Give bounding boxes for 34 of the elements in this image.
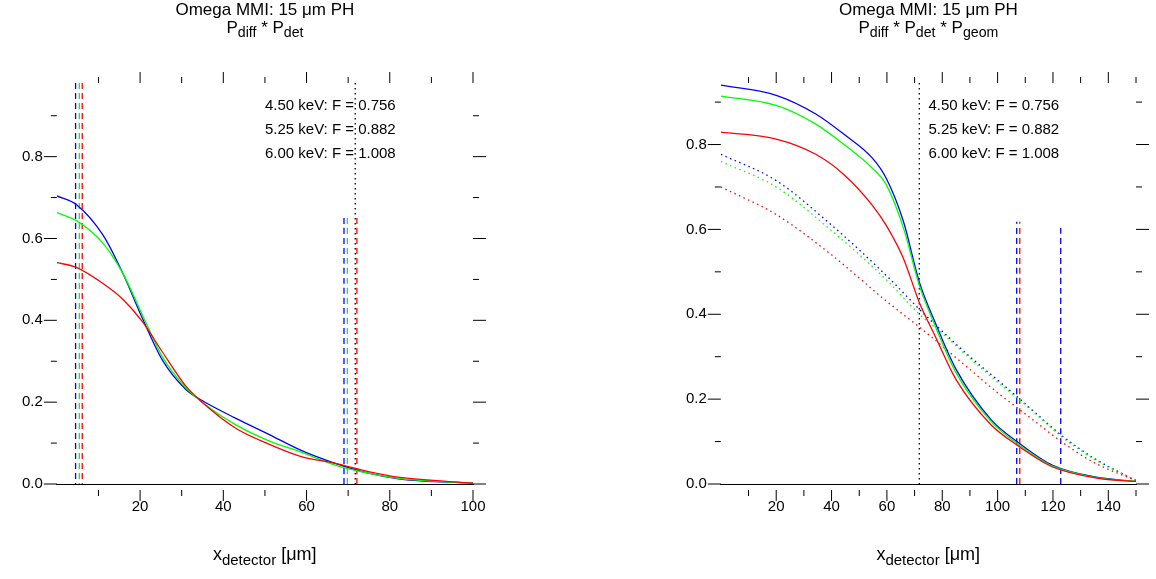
y-tick-label: 0.2 — [21, 392, 43, 410]
x-tick-label: 80 — [933, 497, 951, 515]
x-tick-label: 40 — [823, 497, 840, 515]
x-tick-label: 80 — [381, 497, 399, 515]
y-tick-label: 0.2 — [685, 389, 707, 407]
y-tick-label: 0.8 — [685, 134, 707, 152]
chart-title: Omega MMI: 15 μm PH — [175, 0, 355, 19]
annotation: 4.50 keV: F = 0.756 — [928, 95, 1060, 113]
x-axis-title: x$_{detector}$ [μm] — [212, 544, 317, 568]
y-tick-label: 0.8 — [21, 146, 43, 164]
x-tick-label: 100 — [985, 497, 1011, 515]
chart-subtitle: P$_{diff}$ * P$_{det}$ * P$_{geom}$ — [858, 18, 999, 43]
x-axis-title: x$_{detector}$ [μm] — [876, 544, 980, 568]
y-tick-label: 0.6 — [21, 228, 43, 246]
annotation: 4.50 keV: F = 0.756 — [264, 95, 396, 113]
x-tick-label: 60 — [878, 497, 896, 515]
annotation: 5.25 keV: F = 0.882 — [264, 119, 396, 137]
chart-title: Omega MMI: 15 μm PH — [838, 0, 1018, 19]
x-tick-label: 40 — [214, 497, 232, 515]
annotation: 6.00 keV: F = 1.008 — [264, 143, 396, 161]
x-tick-label: 100 — [460, 497, 486, 515]
y-tick-label: 0.6 — [685, 219, 707, 237]
y-tick-label: 0.4 — [685, 304, 707, 322]
annotation: 6.00 keV: F = 1.008 — [928, 143, 1060, 161]
y-tick-label: 0.0 — [21, 474, 43, 492]
x-tick-label: 120 — [1040, 497, 1066, 515]
y-tick-label: 0.4 — [21, 310, 43, 328]
x-tick-label: 20 — [767, 497, 785, 515]
y-tick-label: 0.0 — [685, 474, 707, 492]
x-tick-label: 140 — [1095, 497, 1121, 515]
annotation: 5.25 keV: F = 0.882 — [928, 119, 1060, 137]
chart-subtitle: P$_{diff}$ * P$_{det}$ — [226, 18, 304, 43]
x-tick-label: 20 — [131, 497, 149, 515]
x-tick-label: 60 — [298, 497, 315, 515]
